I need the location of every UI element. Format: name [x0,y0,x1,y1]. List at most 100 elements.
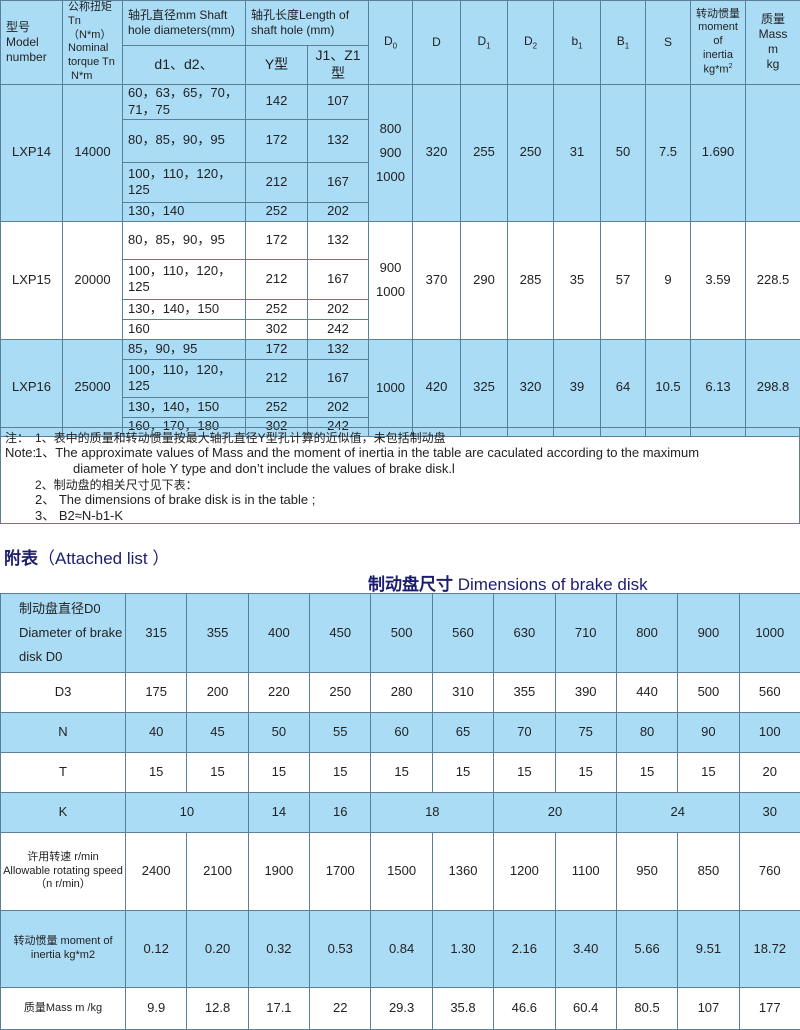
row-label: T [1,753,126,793]
jz-len-cell: 132 [308,221,369,259]
value-cell: 450 [310,594,371,673]
S-cell: 9 [646,221,691,339]
title-en: （Attached list ） [38,549,169,568]
value-cell: 15 [126,753,187,793]
table-row: 许用转速 r/min Allowable rotating speed（n r/… [1,833,800,911]
header-D: D [413,1,461,85]
shaft-diam-cell: 80，85，90，95 [123,221,246,259]
y-len-cell: 172 [246,339,308,359]
row-label: 许用转速 r/min Allowable rotating speed（n r/… [1,833,126,911]
note-label-zh: 注： [5,430,29,446]
B1-cell: 50 [601,84,646,221]
D1-cell: 290 [461,221,508,339]
row-label: K [1,793,126,833]
value-cell: 630 [494,594,555,673]
y-len-cell: 212 [246,359,308,397]
D0-value: 1000 [371,280,410,304]
value-cell: 15 [494,753,555,793]
value-cell: 355 [187,594,248,673]
inertia-cell: 6.13 [691,339,746,436]
value-cell: 390 [555,673,616,713]
value-cell: 15 [371,753,432,793]
value-cell: 1000 [739,594,800,673]
value-cell: 18.72 [739,911,800,988]
note-1-zh: 1、表中的质量和转动惯量按最大轴孔直径Y型孔计算的近似值，未包括制动盘 [35,430,446,446]
value-cell: 107 [678,988,739,1030]
y-len-cell: 172 [246,221,308,259]
value-cell: 1360 [432,833,493,911]
shaft-diam-cell: 160 [123,319,246,339]
value-cell: 355 [494,673,555,713]
value-cell: 1700 [310,833,371,911]
jz-len-cell: 202 [308,299,369,319]
y-len-cell: 172 [246,119,308,162]
brake-disk-subtitle: 制动盘尺寸 Dimensions of brake disk [368,570,648,595]
value-cell: 20 [494,793,617,833]
jz-len-cell: 242 [308,319,369,339]
value-cell: 15 [616,753,677,793]
row-label: N [1,713,126,753]
value-cell: 10 [126,793,249,833]
value-cell: 75 [555,713,616,753]
D1-cell: 325 [461,339,508,436]
value-cell: 3.40 [555,911,616,988]
value-cell: 2400 [126,833,187,911]
value-cell: 500 [371,594,432,673]
b1-cell: 31 [554,84,601,221]
model-cell: LXP15 [1,221,63,339]
jz-len-cell: 107 [308,84,369,119]
jz-len-cell: 132 [308,119,369,162]
value-cell: 177 [739,988,800,1030]
subtitle-en: Dimensions of brake disk [458,575,648,594]
D0-cell: 1000 [369,339,413,436]
note-1-en: 1、The approximate values of Mass and the… [35,445,699,461]
value-cell: 100 [739,713,800,753]
value-cell: 46.6 [494,988,555,1030]
value-cell: 315 [126,594,187,673]
value-cell: 175 [126,673,187,713]
subtitle-zh: 制动盘尺寸 [368,575,453,594]
row-label: 质量Mass m /kg [1,988,126,1030]
inertia-cell: 3.59 [691,221,746,339]
header-S: S [646,1,691,85]
shaft-diam-cell: 100，110，120，125 [123,162,246,202]
y-len-cell: 302 [246,319,308,339]
shaft-diam-cell: 80，85，90，95 [123,119,246,162]
note-label-en: Note: [5,445,36,461]
header-y: Y型 [246,45,308,84]
mass-cell [746,84,800,221]
value-cell: 1200 [494,833,555,911]
value-cell: 70 [494,713,555,753]
D0-value: 800 [371,117,410,141]
value-cell: 30 [739,793,800,833]
value-cell: 1900 [248,833,309,911]
value-cell: 16 [310,793,371,833]
attached-list-title: 附表（Attached list ） [4,544,169,569]
row-label: 制动盘直径D0 Diameter of brake disk D0 [1,594,126,673]
value-cell: 1.30 [432,911,493,988]
header-D1: D1 [461,1,508,85]
D2-cell: 250 [508,84,554,221]
value-cell: 80 [616,713,677,753]
y-len-cell: 142 [246,84,308,119]
value-cell: 440 [616,673,677,713]
mass-cell: 298.8 [746,339,800,436]
jz-len-cell: 202 [308,202,369,221]
D2-cell: 320 [508,339,554,436]
D-cell: 420 [413,339,461,436]
D2-cell: 285 [508,221,554,339]
value-cell: 560 [739,673,800,713]
note-2-en: 2、 The dimensions of brake disk is in th… [35,492,315,508]
value-cell: 220 [248,673,309,713]
value-cell: 29.3 [371,988,432,1030]
value-cell: 0.20 [187,911,248,988]
